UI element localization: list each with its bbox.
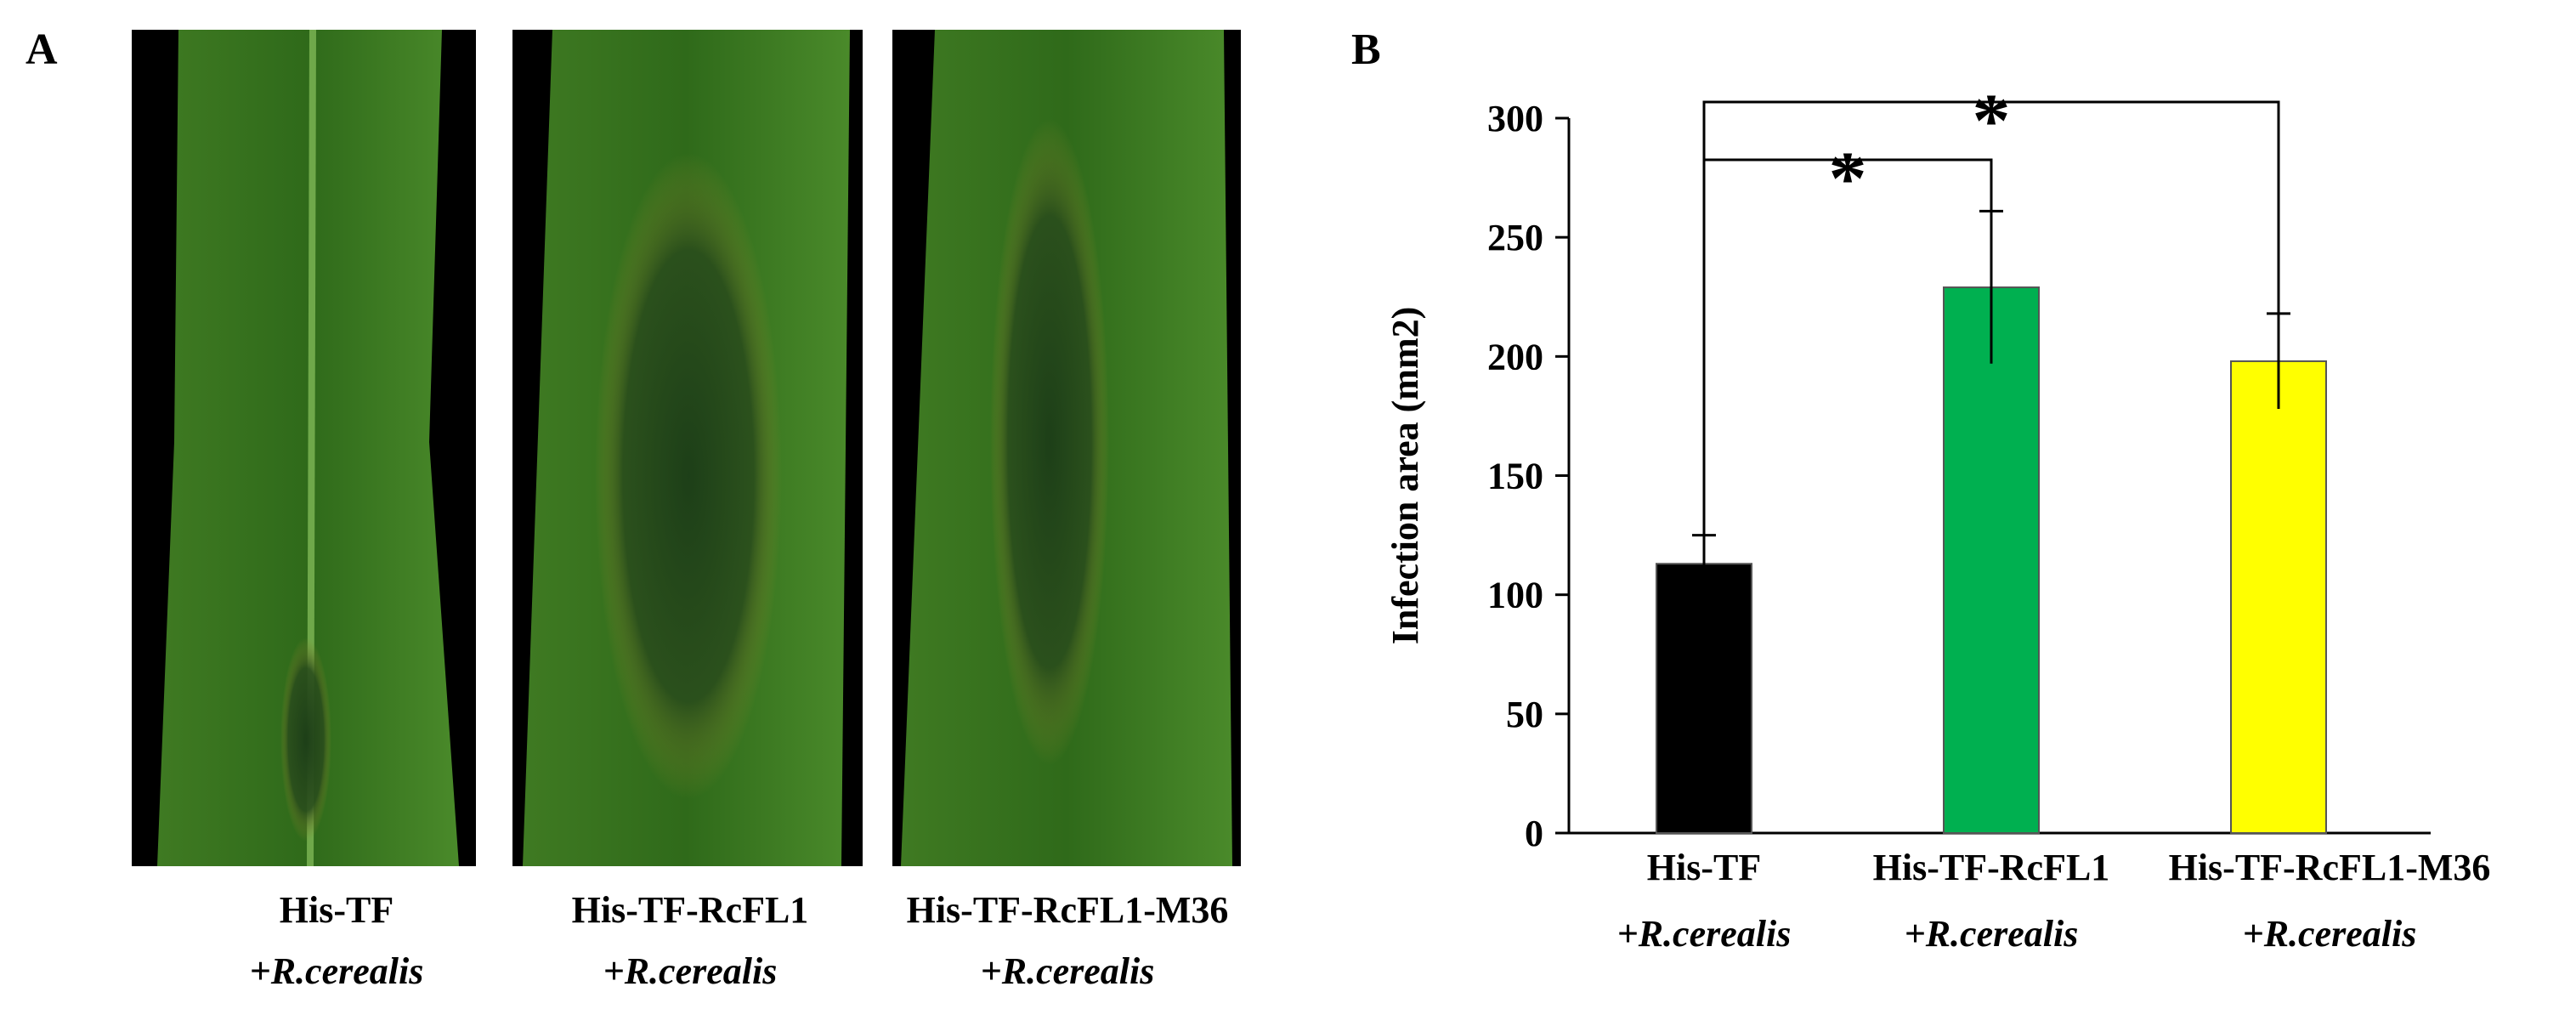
y-tick-label: 300	[1487, 98, 1543, 139]
significance-star: *	[1973, 79, 2011, 163]
y-tick-label: 50	[1506, 694, 1543, 735]
y-tick-label: 150	[1487, 456, 1543, 497]
y-axis-label: Infection area (mm2)	[1384, 307, 1426, 645]
significance-star: *	[1829, 137, 1867, 221]
caption: His-TF	[280, 889, 393, 931]
caption: His-TF-RcFL1	[572, 889, 809, 931]
caption: +R.cerealis	[981, 950, 1155, 992]
caption: His-TF-RcFL1-M36	[907, 889, 1229, 931]
x-tick-label: His-TF	[1647, 847, 1761, 888]
significance-bracket	[1702, 100, 2280, 536]
x-tick-label: +R.cerealis	[1905, 913, 2079, 955]
bar	[1943, 286, 2040, 834]
lesion	[595, 153, 782, 799]
x-tick-label: +R.cerealis	[1617, 913, 1792, 955]
y-tick-label: 100	[1487, 575, 1543, 616]
bar	[2230, 360, 2327, 834]
x-tick-label: His-TF-RcFL1-M36	[2169, 847, 2491, 888]
caption: +R.cerealis	[250, 950, 424, 992]
panel-label: A	[25, 26, 58, 74]
leaf-photos	[132, 29, 1241, 867]
caption: +R.cerealis	[603, 950, 778, 992]
lesion	[990, 119, 1109, 765]
panel-label: B	[1351, 26, 1381, 74]
x-tick-label: +R.cerealis	[2243, 913, 2417, 955]
y-tick-label: 200	[1487, 336, 1543, 377]
y-tick-label: 250	[1487, 217, 1543, 258]
lesion	[280, 638, 331, 842]
y-tick-label: 0	[1525, 813, 1543, 854]
bar	[1656, 563, 1752, 834]
x-tick-label: His-TF-RcFL1	[1873, 847, 2110, 888]
